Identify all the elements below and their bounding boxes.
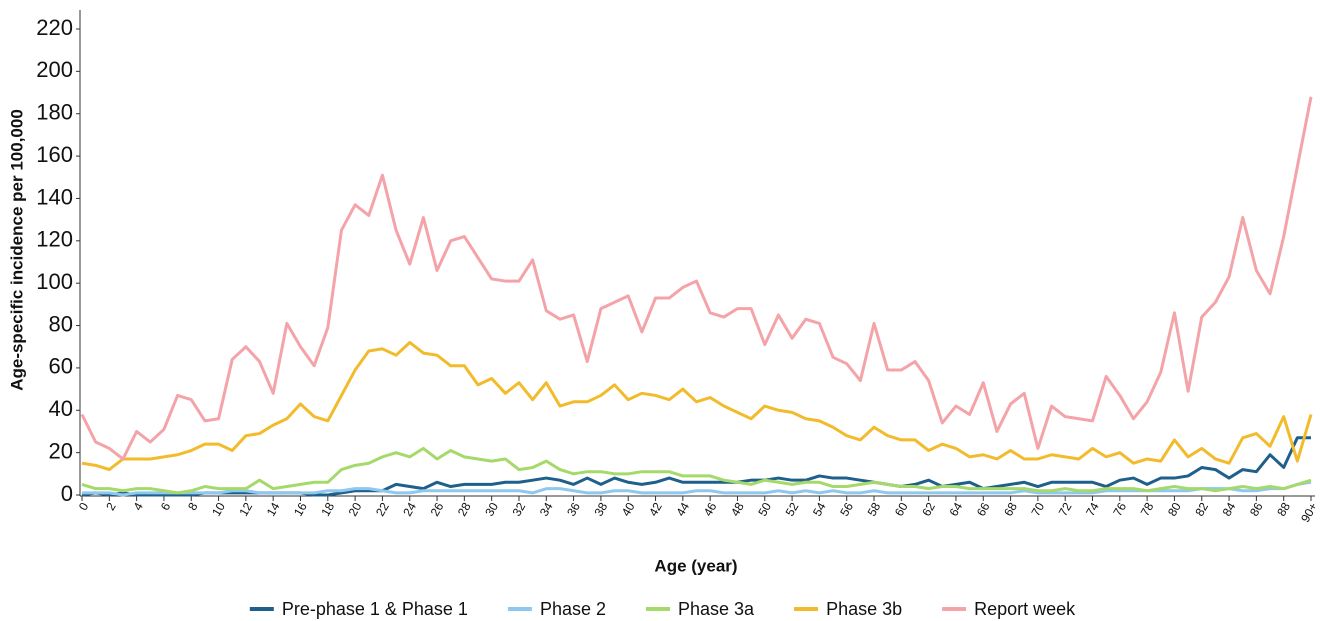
x-tick-label: 22 xyxy=(373,500,392,519)
x-tick-label: 14 xyxy=(264,500,283,519)
y-tick-label: 220 xyxy=(36,15,73,40)
x-tick-label: 8 xyxy=(185,500,201,513)
legend-label: Pre-phase 1 & Phase 1 xyxy=(282,599,468,619)
x-tick-label: 68 xyxy=(1001,500,1020,519)
y-tick-label: 140 xyxy=(36,184,73,209)
y-tick-label: 60 xyxy=(49,354,73,379)
y-tick-label: 160 xyxy=(36,142,73,167)
x-tick-label: 26 xyxy=(428,500,447,519)
y-tick-label: 0 xyxy=(61,481,73,506)
y-tick-label: 200 xyxy=(36,57,73,82)
y-tick-label: 40 xyxy=(49,396,73,421)
x-tick-label: 10 xyxy=(209,500,228,519)
x-tick-label: 12 xyxy=(236,500,255,519)
x-tick-label: 52 xyxy=(783,500,802,519)
x-axis-title: Age (year) xyxy=(654,556,737,575)
legend-label: Phase 3a xyxy=(678,599,755,619)
x-tick-label: 76 xyxy=(1110,500,1129,519)
y-tick-label: 100 xyxy=(36,269,73,294)
x-tick-label: 36 xyxy=(564,500,583,519)
y-tick-label: 120 xyxy=(36,227,73,252)
x-tick-label: 84 xyxy=(1220,500,1239,519)
x-tick-label: 86 xyxy=(1247,500,1266,519)
x-tick-label: 74 xyxy=(1083,500,1102,519)
y-axis-title: Age-specific incidence per 100,000 xyxy=(7,109,26,391)
series-line xyxy=(81,446,1312,495)
y-tick-label: 180 xyxy=(36,100,73,125)
series-line xyxy=(82,480,1312,497)
series-line xyxy=(81,436,1311,497)
legend-label: Phase 2 xyxy=(540,599,606,619)
x-tick-label: 82 xyxy=(1192,500,1211,519)
x-tick-label: 56 xyxy=(837,500,856,519)
x-tick-label: 66 xyxy=(974,500,993,519)
x-tick-label: 32 xyxy=(510,500,529,519)
x-tick-label: 24 xyxy=(400,500,419,519)
x-tick-label: 20 xyxy=(346,500,365,519)
x-tick-label: 18 xyxy=(318,500,337,519)
x-tick-label: 50 xyxy=(755,500,774,519)
x-tick-label: 88 xyxy=(1274,500,1293,519)
x-tick-label: 78 xyxy=(1138,500,1157,519)
x-tick-label: 60 xyxy=(892,500,911,519)
series-line xyxy=(81,340,1313,472)
x-tick-label: 72 xyxy=(1056,500,1075,519)
x-tick-label: 6 xyxy=(158,500,174,513)
x-tick-label: 46 xyxy=(701,500,720,519)
x-tick-label: 16 xyxy=(291,500,310,519)
x-tick-label: 62 xyxy=(919,500,938,519)
x-tick-label: 0 xyxy=(76,500,92,513)
x-tick-label: 42 xyxy=(646,500,665,519)
x-tick-label: 44 xyxy=(673,500,692,519)
x-tick-label: 34 xyxy=(537,500,556,519)
x-tick-label: 40 xyxy=(619,500,638,519)
x-tick-label: 58 xyxy=(865,500,884,519)
x-tick-label: 28 xyxy=(455,500,474,519)
x-tick-label: 30 xyxy=(482,500,501,519)
x-tick-label: 48 xyxy=(728,500,747,519)
x-tick-label: 80 xyxy=(1165,500,1184,519)
x-tick-label: 64 xyxy=(946,500,965,519)
legend-label: Phase 3b xyxy=(826,599,902,619)
x-tick-label: 70 xyxy=(1028,500,1047,519)
x-tick-label: 4 xyxy=(130,500,146,513)
y-tick-label: 80 xyxy=(49,311,73,336)
x-tick-label: 90+ xyxy=(1298,500,1320,525)
x-tick-label: 2 xyxy=(103,500,119,513)
x-tick-label: 54 xyxy=(810,500,829,519)
series-line xyxy=(80,96,1313,461)
x-tick-label: 38 xyxy=(591,500,610,519)
y-tick-label: 20 xyxy=(49,438,73,463)
legend-label: Report week xyxy=(974,599,1076,619)
